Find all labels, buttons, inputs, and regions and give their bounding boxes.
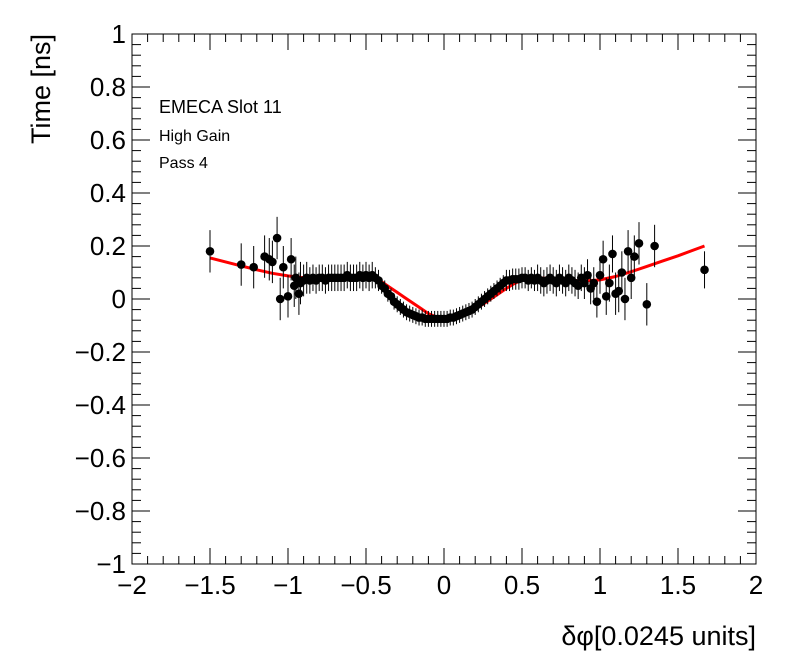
data-point [294,289,304,299]
y-tick-label: 0.6 [90,125,126,155]
x-tick-label: 0 [437,570,451,600]
y-tick-label: 0 [112,284,126,314]
data-point [205,247,215,256]
data-point [617,268,627,277]
y-tick-label: 0.2 [90,231,126,261]
y-tick-label: −0.4 [75,390,126,420]
data-point [279,262,288,272]
y-tick-label: −0.6 [75,443,126,473]
x-tick-label: −0.5 [340,570,391,600]
annotation-gain: High Gain [159,128,230,145]
x-tick-label: 1 [593,570,607,600]
annotation-slot: EMECA Slot 11 [159,97,282,117]
data-point [614,286,624,296]
y-tick-label: 0.4 [90,178,126,208]
data-point [642,300,652,309]
data-points-group [205,216,709,327]
data-point [249,262,258,272]
data-point [598,254,608,264]
y-tick-label: 1 [112,19,126,49]
x-tick-label: 1.5 [660,570,696,600]
data-point [650,241,659,251]
y-tick-label: −0.2 [75,337,126,367]
x-tick-label: 0.5 [504,570,540,600]
data-point [580,278,589,288]
annotation-pass: Pass 4 [159,155,208,172]
x-axis-title: δφ[0.0245 units] [561,621,756,651]
data-point [275,294,285,304]
data-point [589,278,599,288]
data-point [623,247,633,256]
x-tick-label: −1.5 [184,570,235,600]
data-point [620,294,630,304]
data-point [286,254,296,264]
data-point [595,270,605,280]
data-point [272,233,282,243]
data-point [268,257,277,267]
data-point [630,252,639,261]
data-point [605,278,614,288]
data-point [236,260,246,269]
y-tick-label: 0.8 [90,72,126,102]
y-tick-label: −0.8 [75,496,126,526]
x-tick-label: −1 [273,570,303,600]
data-point [283,292,293,301]
x-tick-label: 2 [749,570,763,600]
data-point [626,273,636,283]
axis-ticks: −2 −1.5 −1 −0.5 0 0.5 1 1.5 2 −1 −0.8 −0.6 −0.4 −0.2 0… [75,19,764,600]
data-point [583,270,592,280]
y-tick-label: −1 [96,549,126,579]
data-point [634,239,644,248]
y-axis-title: Time [ns] [26,34,56,144]
data-point [592,297,602,306]
data-point [700,265,709,275]
data-point [608,249,617,259]
x-tick-label: −2 [117,570,147,600]
data-point [601,292,611,301]
